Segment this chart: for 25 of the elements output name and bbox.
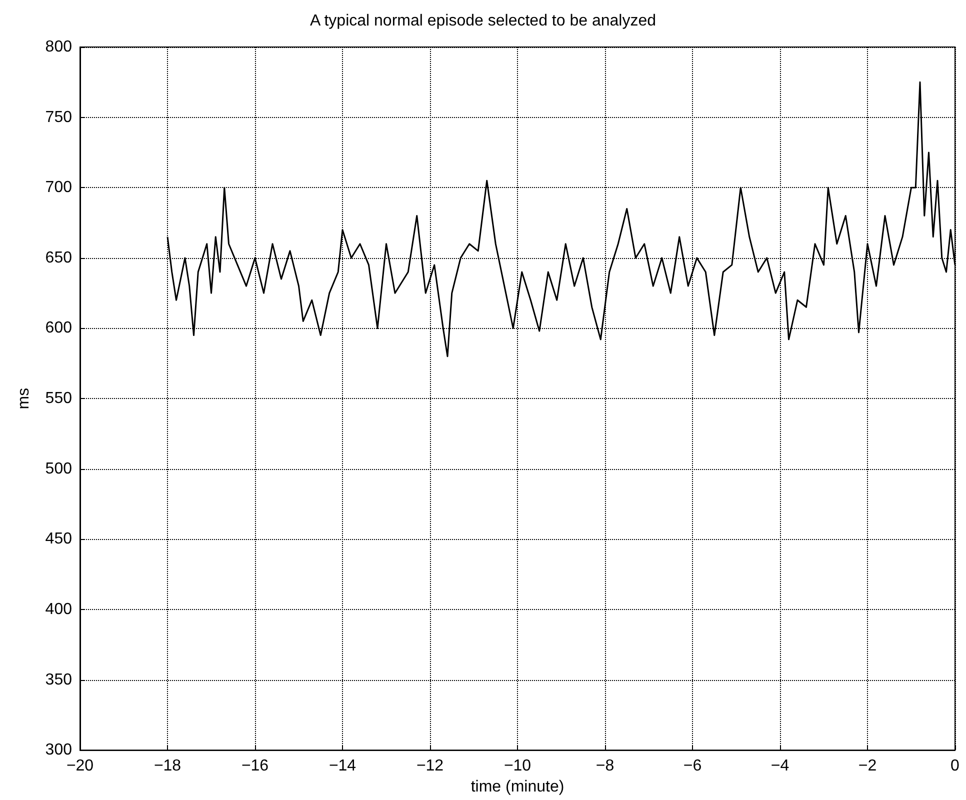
- y-tick-label: 400: [45, 600, 72, 618]
- y-tick-label: 750: [45, 108, 72, 126]
- y-tick-label: 300: [45, 742, 72, 759]
- x-tick-label: 0: [950, 758, 960, 775]
- x-tick-label: −2: [858, 758, 877, 775]
- x-tick-label: −10: [504, 758, 532, 775]
- y-tick-label: 450: [45, 530, 72, 548]
- y-tick-label: 350: [45, 671, 72, 688]
- chart-title: A typical normal episode selected to be analyzed: [310, 12, 656, 30]
- x-tick-label: −12: [416, 758, 444, 775]
- x-tick-label: −18: [154, 758, 182, 775]
- y-tick-label: 600: [45, 320, 72, 337]
- y-tick-label: 550: [45, 390, 72, 408]
- x-tick-label: −8: [596, 758, 614, 775]
- y-tick-label: 700: [45, 179, 72, 196]
- y-tick-label: 650: [45, 249, 72, 266]
- x-tick-label: −14: [328, 758, 356, 775]
- x-tick-label: −6: [683, 758, 702, 775]
- y-tick-label: 800: [45, 38, 72, 56]
- x-tick-label: −20: [66, 758, 94, 775]
- y-axis-title: ms: [16, 388, 32, 410]
- x-tick-label: −16: [241, 758, 269, 775]
- y-tick-label: 500: [45, 460, 72, 478]
- x-axis-title: time (minute): [470, 778, 564, 796]
- x-tick-label: −4: [770, 758, 790, 775]
